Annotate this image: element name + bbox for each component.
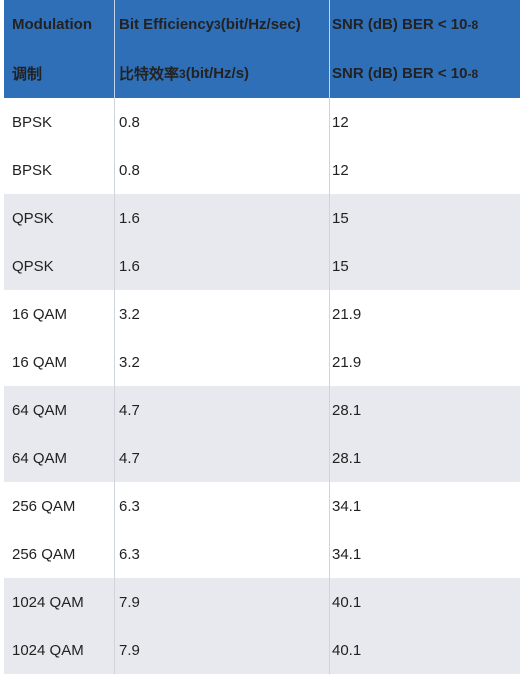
modulation-cell: QPSK	[12, 209, 54, 227]
header-snr-sup: -8	[467, 17, 479, 32]
snr-cell: 21.9	[329, 338, 520, 386]
header-modulation: Modulation	[12, 16, 92, 33]
table-row: 64 QAM 4.7 28.1	[4, 434, 520, 482]
bit-efficiency-cell: 7.9	[114, 578, 329, 626]
table-body: BPSK 0.8 12 BPSK 0.8 12 QPSK 1.6 15 QPSK 1.6 15 16 Q…	[4, 98, 520, 674]
snr-cell: 28.1	[329, 386, 520, 434]
table-header: Modulation Bit Efficiency 3 (bit/Hz/sec) …	[4, 0, 520, 98]
header-bit-efficiency: Bit Efficiency 3 (bit/Hz/sec)	[114, 0, 329, 49]
table-row: 1024 QAM 7.9 40.1	[4, 578, 520, 626]
header-row-chinese: 调制 比特效率 3 (bit/Hz/s) SNR (dB) BER < 10 -8	[4, 49, 520, 98]
row-group: 256 QAM 6.3 34.1 256 QAM 6.3 34.1	[4, 482, 520, 578]
header-snr-label: SNR (dB) BER < 10	[332, 16, 468, 33]
row-group: QPSK 1.6 15 QPSK 1.6 15	[4, 194, 520, 290]
header-snr: SNR (dB) BER < 10 -8	[329, 0, 520, 49]
header-bit-efficiency-zh: 比特效率 3 (bit/Hz/s)	[114, 49, 329, 98]
header-bit-efficiency-zh-sup: 3	[179, 66, 186, 81]
snr-cell: 40.1	[329, 626, 520, 674]
modulation-cell: BPSK	[12, 113, 53, 131]
bit-efficiency-cell: 4.7	[114, 386, 329, 434]
bit-efficiency-cell: 6.3	[114, 530, 329, 578]
modulation-cell: 16 QAM	[12, 305, 68, 323]
modulation-cell: 1024 QAM	[12, 641, 84, 659]
snr-cell: 34.1	[329, 482, 520, 530]
table-row: QPSK 1.6 15	[4, 242, 520, 290]
bit-efficiency-cell: 3.2	[114, 290, 329, 338]
row-group: 16 QAM 3.2 21.9 16 QAM 3.2 21.9	[4, 290, 520, 386]
table-row: BPSK 0.8 12	[4, 146, 520, 194]
table-row: 16 QAM 3.2 21.9	[4, 338, 520, 386]
bit-efficiency-cell: 0.8	[114, 98, 329, 146]
modulation-cell: 64 QAM	[12, 449, 68, 467]
table-row: BPSK 0.8 12	[4, 98, 520, 146]
snr-cell: 34.1	[329, 530, 520, 578]
snr-cell: 12	[329, 146, 520, 194]
header-bit-efficiency-zh-unit: (bit/Hz/s)	[185, 65, 250, 82]
snr-cell: 21.9	[329, 290, 520, 338]
header-snr-zh: SNR (dB) BER < 10 -8	[329, 49, 520, 98]
table-row: 16 QAM 3.2 21.9	[4, 290, 520, 338]
modulation-cell: QPSK	[12, 257, 54, 275]
modulation-cell: 256 QAM	[12, 545, 76, 563]
row-group: 1024 QAM 7.9 40.1 1024 QAM 7.9 40.1	[4, 578, 520, 674]
bit-efficiency-cell: 6.3	[114, 482, 329, 530]
table-row: 256 QAM 6.3 34.1	[4, 482, 520, 530]
row-group: BPSK 0.8 12 BPSK 0.8 12	[4, 98, 520, 194]
table-row: 256 QAM 6.3 34.1	[4, 530, 520, 578]
snr-cell: 15	[329, 194, 520, 242]
table-row: 64 QAM 4.7 28.1	[4, 386, 520, 434]
modulation-table: Modulation Bit Efficiency 3 (bit/Hz/sec) …	[4, 0, 520, 674]
modulation-cell: 16 QAM	[12, 353, 68, 371]
header-bit-efficiency-zh-label: 比特效率	[119, 66, 180, 83]
header-bit-efficiency-unit: (bit/Hz/sec)	[220, 16, 301, 33]
header-bit-efficiency-sup: 3	[214, 17, 221, 32]
table-row: QPSK 1.6 15	[4, 194, 520, 242]
snr-cell: 15	[329, 242, 520, 290]
header-snr-zh-label: SNR (dB) BER < 10	[332, 65, 468, 82]
bit-efficiency-cell: 1.6	[114, 242, 329, 290]
table-row: 1024 QAM 7.9 40.1	[4, 626, 520, 674]
header-snr-zh-sup: -8	[467, 66, 479, 81]
modulation-cell: BPSK	[12, 161, 53, 179]
modulation-cell: 256 QAM	[12, 497, 76, 515]
bit-efficiency-cell: 0.8	[114, 146, 329, 194]
modulation-cell: 1024 QAM	[12, 593, 84, 611]
header-row-english: Modulation Bit Efficiency 3 (bit/Hz/sec) …	[4, 0, 520, 49]
header-modulation-zh: 调制	[12, 66, 43, 83]
snr-cell: 12	[329, 98, 520, 146]
header-bit-efficiency-label: Bit Efficiency	[119, 16, 215, 33]
bit-efficiency-cell: 1.6	[114, 194, 329, 242]
snr-cell: 40.1	[329, 578, 520, 626]
row-group: 64 QAM 4.7 28.1 64 QAM 4.7 28.1	[4, 386, 520, 482]
bit-efficiency-cell: 4.7	[114, 434, 329, 482]
bit-efficiency-cell: 3.2	[114, 338, 329, 386]
snr-cell: 28.1	[329, 434, 520, 482]
modulation-cell: 64 QAM	[12, 401, 68, 419]
bit-efficiency-cell: 7.9	[114, 626, 329, 674]
